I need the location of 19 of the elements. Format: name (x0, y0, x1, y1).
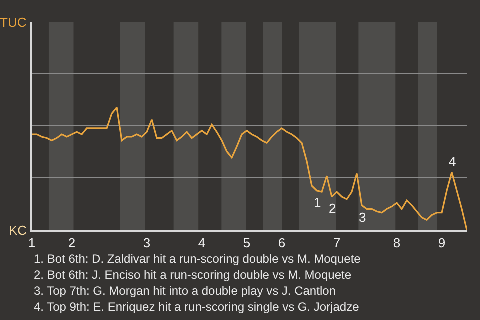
text: TUC (0, 15, 27, 30)
x-tick-label: 8 (393, 235, 401, 250)
x-tick-label: 2 (68, 235, 76, 250)
annotation: 2 (329, 201, 336, 216)
x-tick-label: 5 (243, 235, 251, 250)
annotation: 4 (449, 154, 456, 169)
text: 3. Top 7th: G. Morgan hit into a double play vs J. Cantlon (34, 284, 336, 298)
x-tick-label: 9 (438, 235, 446, 250)
text: 2. Bot 6th: J. Enciso hit a run-scoring double vs M. Moquete (34, 268, 352, 282)
annotation: 1 (314, 195, 322, 210)
text: 1. Bot 6th: D. Zaldivar hit a run-scoring double vs M. Moquete (34, 252, 362, 266)
x-tick-label: 7 (333, 235, 341, 250)
x-tick-label: 1 (28, 235, 36, 250)
x-tick-label: 6 (278, 235, 286, 250)
x-tick-label: 4 (198, 235, 206, 250)
x-tick-label: 3 (143, 235, 151, 250)
text: KC (9, 223, 28, 238)
text: 4. Top 9th: E. Enriquez hit a run-scoring single vs G. Jorjadze (34, 300, 360, 314)
annotation: 3 (359, 210, 366, 225)
